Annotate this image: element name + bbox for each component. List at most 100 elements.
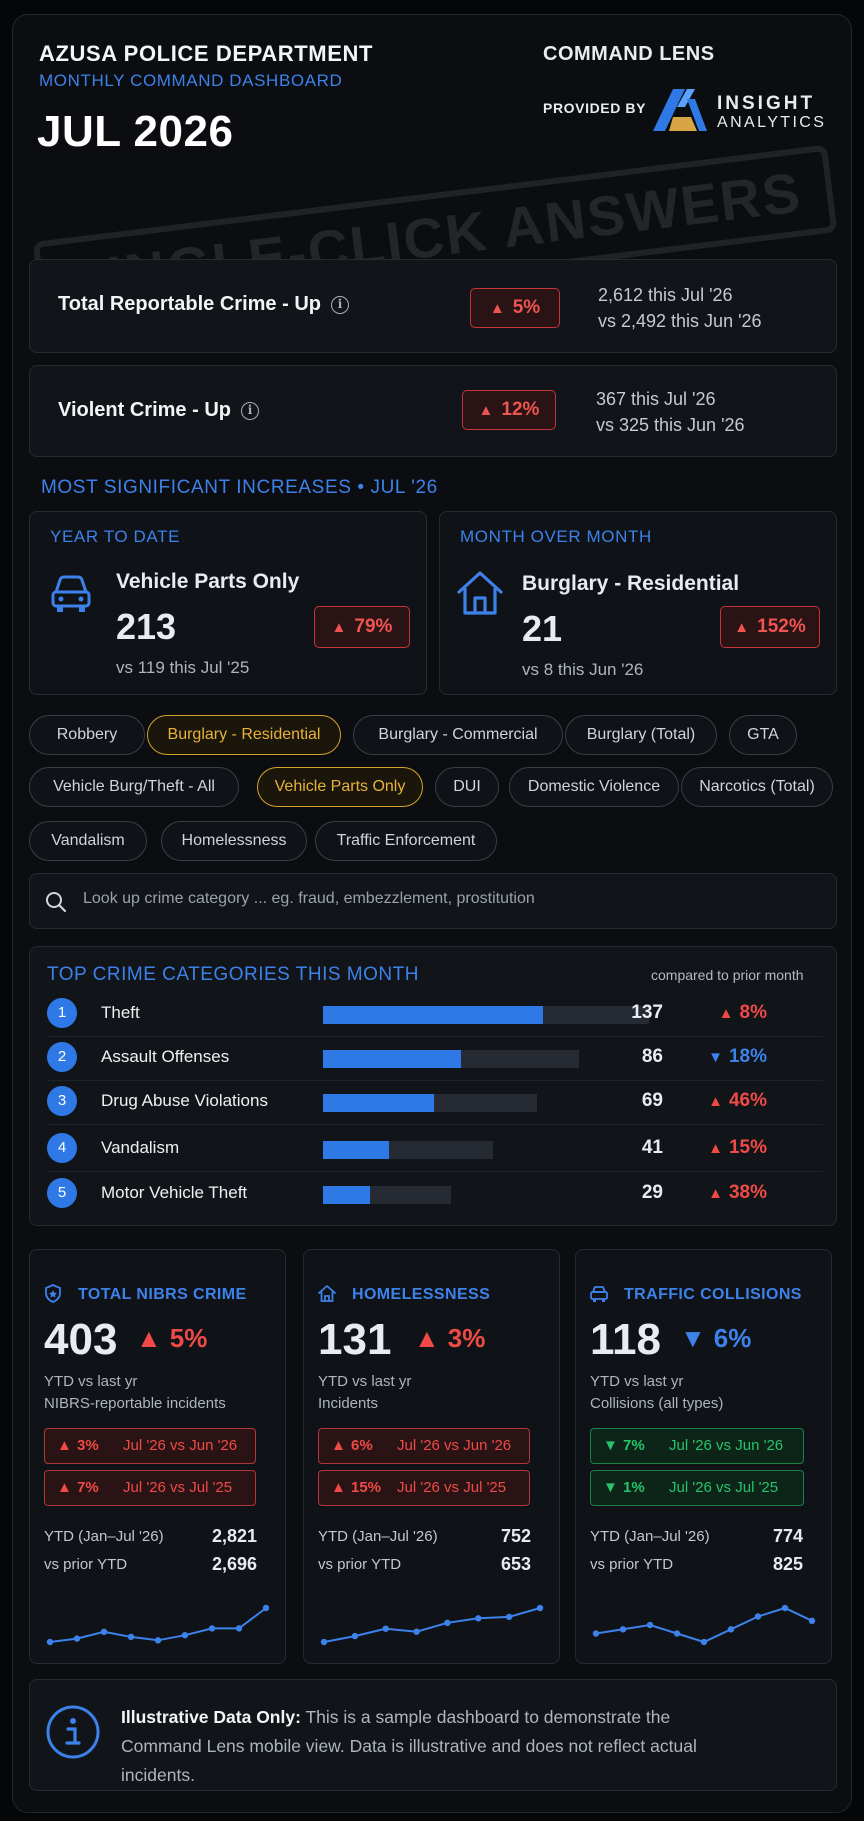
chip-robbery[interactable]: Robbery [29, 715, 145, 755]
chip-traffic-enforcement[interactable]: Traffic Enforcement [315, 821, 497, 861]
total-crime-previous: vs 2,492 this Jun '26 [598, 311, 762, 331]
ytd-label: YEAR TO DATE [50, 527, 181, 546]
violent-crime-title: Violent Crime - Up [58, 399, 231, 421]
chip-burglary-total[interactable]: Burglary (Total) [565, 715, 717, 755]
shield-icon [45, 1284, 61, 1303]
page-title: JUL 2026 [37, 107, 234, 156]
rank-badge: 3 [47, 1086, 77, 1116]
category-bar-track [323, 1094, 537, 1112]
kpi-title: HOMELESSNESS [352, 1286, 491, 1303]
rank-badge: 5 [47, 1178, 77, 1208]
trend-sparkline [320, 1604, 544, 1646]
mom-increase-card[interactable]: MONTH OVER MONTH Burglary - Residential … [439, 511, 837, 695]
search-box[interactable] [29, 873, 837, 929]
category-change: ▼ 18% [708, 1046, 767, 1067]
provided-by-label: PROVIDED BY [543, 100, 647, 116]
category-bar [323, 1141, 389, 1159]
chip-vehicle-parts-only[interactable]: Vehicle Parts Only [257, 767, 423, 807]
category-count: 86 [641, 1046, 663, 1067]
violent-crime-previous: vs 325 this Jun '26 [596, 415, 745, 435]
mom-change-badge: ▲ 152% [720, 606, 820, 648]
violent-crime-current: 367 this Jul '26 [596, 389, 716, 409]
ytd-change-badge: ▲ 79% [314, 606, 410, 648]
kpi-card[interactable]: HOMELESSNESS 131 ▲ 3% YTD vs last yr Incident… [303, 1249, 560, 1664]
table-row[interactable]: 2 Assault Offenses 86 ▼ 18% [47, 1037, 823, 1081]
table-row[interactable]: 5 Motor Vehicle Theft 29 ▲ 38% [47, 1173, 823, 1217]
ytd-value: 2,821 [211, 1526, 257, 1546]
sparkline-line [323, 1607, 541, 1643]
search-input[interactable]: Look up crime category ... eg. fraud, em… [83, 890, 535, 907]
ytd-value: 774 [772, 1526, 803, 1546]
rank-badge: 1 [47, 998, 77, 1028]
chip-gta[interactable]: GTA [729, 715, 797, 755]
top-categories-title: TOP CRIME CATEGORIES THIS MONTH [47, 964, 419, 985]
sparkline-point [382, 1625, 389, 1632]
up-arrow-icon: ▲ [57, 1437, 72, 1454]
chip-burglary-residential[interactable]: Burglary - Residential [147, 715, 341, 755]
kpi-value: 118 [590, 1315, 661, 1364]
kpi-card[interactable]: TOTAL NIBRS CRIME 403 ▲ 5% YTD vs last yr NIB… [29, 1249, 286, 1664]
prior-ytd-value: 653 [500, 1554, 531, 1574]
trend-sparkline [46, 1604, 270, 1646]
kpi-title: TRAFFIC COLLISIONS [624, 1286, 802, 1303]
sparkline-point [154, 1637, 162, 1644]
kpi-compare-badge: ▼ 1% Jul '26 vs Jul '25 [590, 1470, 804, 1506]
ytd-increase-card[interactable]: YEAR TO DATE Vehicle Parts Only 213 vs 1… [29, 511, 427, 695]
chip-vehicle-burg-theft[interactable]: Vehicle Burg/Theft - All [29, 767, 239, 807]
chip-dui[interactable]: DUI [435, 767, 499, 807]
top-categories-panel [29, 946, 837, 1226]
table-row[interactable]: 1 Theft 137 ▲ 8% [47, 993, 823, 1037]
chip-burglary-commercial[interactable]: Burglary - Commercial [353, 715, 563, 755]
violent-crime-card[interactable]: Violent Crime - Up i ▲ 12% 367 this Jul '2… [29, 365, 837, 457]
category-bar-track [323, 1050, 579, 1068]
kpi-card[interactable]: TRAFFIC COLLISIONS 118 ▼ 6% YTD vs last yr Co… [575, 1249, 832, 1664]
chip-homelessness[interactable]: Homelessness [161, 821, 307, 861]
insight-analytics-logo-icon [653, 89, 707, 131]
sparkline-point [351, 1632, 359, 1640]
sparkline-point [46, 1638, 54, 1646]
mom-label: MONTH OVER MONTH [460, 527, 652, 546]
ytd-label: YTD (Jan–Jul '26) [44, 1528, 164, 1545]
chip-narcotics-total[interactable]: Narcotics (Total) [681, 767, 833, 807]
category-count: 41 [641, 1137, 663, 1158]
house-icon [318, 1285, 336, 1302]
table-row[interactable]: 3 Drug Abuse Violations 69 ▲ 46% [47, 1081, 823, 1125]
chip-vandalism[interactable]: Vandalism [29, 821, 147, 861]
kpi-value: 403 [44, 1315, 118, 1364]
product-name: COMMAND LENS [543, 43, 715, 65]
kpi-change: ▲ 3% [414, 1323, 486, 1353]
sparkline-point [73, 1635, 81, 1642]
total-crime-title: Total Reportable Crime - Up [58, 293, 321, 315]
sparkline-point [700, 1638, 708, 1646]
down-arrow-icon: ▼ [603, 1479, 618, 1496]
sparkline-point [413, 1628, 420, 1635]
illustrative-notice [29, 1679, 837, 1791]
up-arrow-icon: ▲ [708, 1140, 723, 1157]
sparkline-point [100, 1628, 108, 1635]
total-crime-card[interactable]: Total Reportable Crime - Up i ▲ 5% 2,612 t… [29, 259, 837, 353]
category-count: 29 [641, 1182, 663, 1203]
category-bar-track [323, 1141, 493, 1159]
sparkline-point [208, 1625, 216, 1632]
kpi-compare-badge: ▲ 7% Jul '26 vs Jul '25 [44, 1470, 256, 1506]
category-change: ▲ 46% [708, 1090, 767, 1111]
info-icon[interactable]: i [331, 295, 349, 314]
category-bar-track [323, 1186, 451, 1204]
dashboard-subtitle: MONTHLY COMMAND DASHBOARD [39, 71, 343, 90]
prior-ytd-label: vs prior YTD [318, 1556, 402, 1573]
down-arrow-icon: ▼ [680, 1323, 706, 1353]
sparkline-point [646, 1621, 654, 1629]
chip-domestic-violence[interactable]: Domestic Violence [509, 767, 679, 807]
category-count: 137 [631, 1002, 663, 1023]
category-name: Assault Offenses [101, 1047, 230, 1066]
info-icon[interactable]: i [241, 401, 259, 420]
category-name: Vandalism [101, 1138, 180, 1157]
table-row[interactable]: 4 Vandalism 41 ▲ 15% [47, 1128, 823, 1172]
ytd-compare: vs 119 this Jul '25 [116, 658, 250, 677]
up-arrow-icon: ▲ [331, 1437, 346, 1454]
kpi-caption: YTD vs last yr [318, 1373, 412, 1390]
down-arrow-icon: ▼ [708, 1049, 723, 1066]
kpi-caption: YTD vs last yr [44, 1373, 138, 1390]
ytd-category-name: Vehicle Parts Only [116, 570, 300, 593]
up-arrow-icon: ▲ [708, 1185, 723, 1202]
